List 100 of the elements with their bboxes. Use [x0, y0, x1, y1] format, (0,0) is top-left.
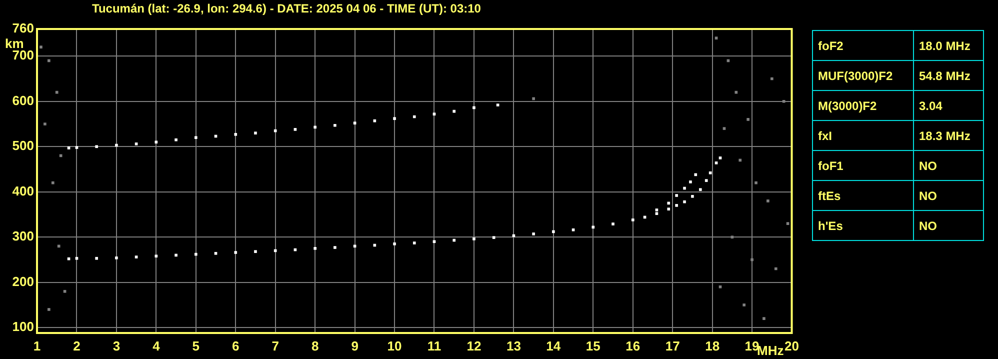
point	[704, 179, 708, 182]
point	[786, 222, 790, 225]
point	[234, 251, 238, 254]
point	[353, 244, 356, 248]
point	[750, 258, 754, 262]
point	[746, 118, 750, 121]
x-tick-label: 15	[586, 338, 600, 354]
text: 18.0 MHz	[914, 30, 984, 60]
point	[770, 77, 774, 80]
point	[334, 124, 336, 127]
x-tick-label: 18	[705, 338, 720, 354]
point	[683, 200, 686, 204]
point	[655, 208, 658, 212]
point	[452, 110, 456, 113]
y-tick-label: 400	[12, 183, 34, 198]
point	[174, 138, 178, 142]
point	[472, 237, 476, 240]
x-tick-label: 1	[33, 338, 41, 354]
point	[48, 308, 50, 311]
text: foF1	[812, 150, 914, 180]
point	[412, 115, 416, 118]
point	[75, 146, 78, 149]
point	[730, 236, 734, 239]
text: fxI	[812, 120, 914, 150]
text: foF2	[812, 30, 914, 60]
point	[762, 317, 766, 320]
y-tick-label: 760	[12, 20, 34, 36]
point	[334, 246, 336, 249]
point	[432, 240, 436, 244]
point	[722, 127, 726, 130]
point	[67, 146, 70, 150]
point	[734, 90, 738, 94]
point	[683, 186, 686, 190]
point	[55, 90, 58, 94]
point	[373, 119, 376, 122]
point	[496, 104, 500, 106]
point	[57, 244, 60, 248]
point	[492, 236, 496, 239]
point	[572, 228, 575, 232]
x-tick-label: 13	[506, 338, 521, 354]
point	[194, 136, 198, 139]
y-tick-label: 600	[12, 92, 34, 108]
x-tick-label: 6	[232, 338, 240, 354]
point	[75, 256, 78, 260]
point	[612, 222, 614, 226]
point	[134, 142, 138, 146]
point	[95, 256, 98, 260]
point	[689, 180, 692, 184]
point	[294, 128, 297, 131]
point	[393, 242, 396, 246]
text: ftEs	[812, 180, 914, 210]
text: 3.04	[914, 90, 984, 120]
point	[154, 140, 158, 144]
point	[174, 254, 178, 257]
point	[667, 208, 670, 210]
point	[714, 161, 718, 164]
point	[51, 181, 54, 184]
point	[274, 129, 277, 132]
point	[742, 304, 746, 306]
point	[738, 158, 742, 162]
y-tick-label: 200	[12, 274, 34, 289]
point	[154, 254, 158, 258]
x-tick-label: 14	[546, 338, 562, 354]
point	[44, 122, 46, 126]
text: 54.8 MHz	[914, 60, 984, 90]
point	[432, 112, 436, 116]
y-tick-label: 100	[12, 319, 34, 334]
point	[214, 252, 218, 255]
text: h'Es	[812, 210, 914, 240]
point	[718, 156, 722, 160]
point	[412, 242, 416, 244]
point	[134, 256, 138, 258]
point	[694, 173, 698, 176]
point	[708, 171, 712, 174]
point	[667, 202, 670, 205]
point	[274, 249, 277, 252]
chart-title: Tucumán (lat: -26.9, lon: 294.6) - DATE: 2025 04 06 - TIME (UT): 03:10	[92, 1, 482, 16]
point	[718, 285, 722, 288]
point	[592, 226, 595, 229]
x-tick-label: 16	[626, 338, 640, 354]
point	[552, 230, 555, 234]
x-tick-label: 10	[387, 338, 402, 354]
x-tick-label: 2	[73, 338, 80, 354]
point	[353, 122, 356, 125]
point	[254, 132, 257, 134]
point	[115, 256, 118, 260]
point	[631, 218, 634, 222]
text: 18.3 MHz	[914, 120, 984, 150]
point	[691, 194, 694, 198]
point	[452, 238, 456, 242]
text: MUF(3000)F2	[812, 60, 914, 90]
x-tick-label: 4	[152, 338, 161, 354]
x-tick-label: 8	[311, 338, 319, 354]
point	[314, 126, 316, 129]
point	[95, 145, 98, 148]
point	[373, 244, 376, 247]
point	[655, 212, 658, 215]
x-tick-label: 7	[272, 338, 279, 354]
x-tick-label: 17	[665, 338, 680, 354]
point	[675, 194, 678, 197]
